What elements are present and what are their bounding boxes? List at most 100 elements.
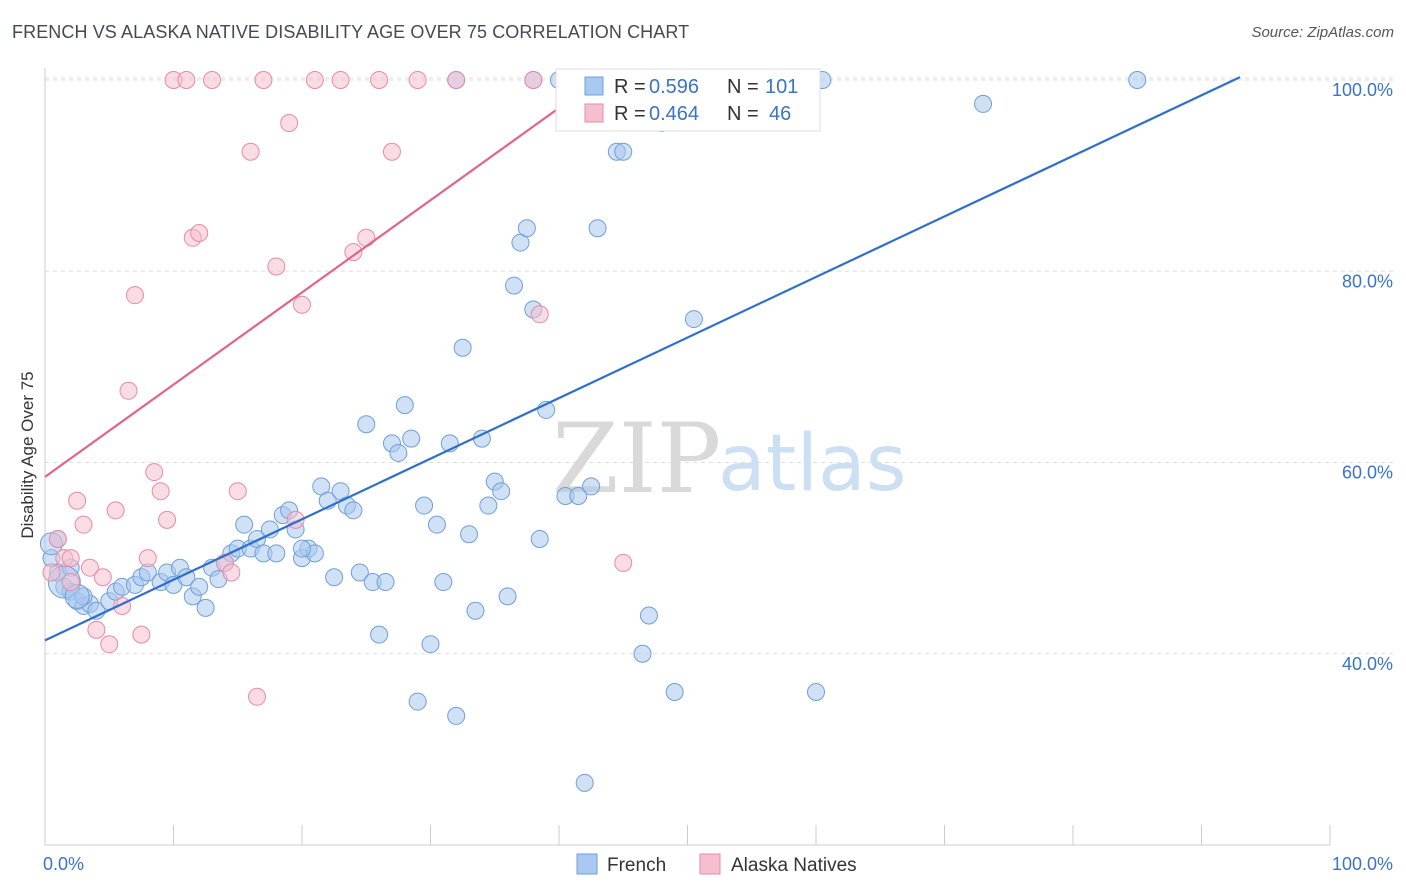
alaska-point-38 [370, 71, 389, 89]
french-point-51 [395, 396, 414, 415]
alaska-point-8 [93, 568, 112, 587]
alaska-point-42 [524, 71, 543, 89]
french-point-67 [498, 587, 517, 606]
french-point-91 [1128, 71, 1147, 89]
french-point-48 [376, 573, 395, 592]
french-point-81 [633, 644, 652, 663]
legend-french-n-label: N = [727, 76, 759, 98]
bottom-legend-french: French [607, 855, 666, 876]
alaska-point-9 [100, 635, 119, 654]
legend-alaska-n-value: 46 [769, 103, 791, 125]
alaska-point-36 [344, 243, 363, 262]
alaska-point-22 [190, 224, 209, 242]
alaska-point-4 [68, 491, 87, 510]
french-point-31 [267, 544, 286, 563]
bottom-legend-french-swatch [576, 853, 598, 875]
alaska-point-41 [447, 71, 466, 89]
x-tick-label-max: 100.0% [1332, 854, 1393, 874]
french-point-76 [575, 773, 594, 792]
legend-alaska-n-label: N = [727, 103, 759, 125]
axes [44, 68, 1331, 846]
alaska-point-23 [203, 71, 222, 89]
french-trend-line [44, 76, 1241, 642]
alaska-point-6 [80, 558, 99, 577]
alaska-point-7 [87, 620, 106, 639]
y-tick-label-80: 80.0% [1342, 271, 1393, 291]
alaska-trend-line [44, 88, 586, 478]
alaska-point-16 [145, 463, 164, 482]
french-point-55 [421, 635, 440, 654]
alaska-point-0 [42, 563, 61, 582]
y-tick-label-40: 40.0% [1342, 654, 1393, 674]
french-point-60 [453, 338, 472, 357]
alaska-point-34 [305, 71, 324, 89]
x-tick-label-min: 0.0% [43, 854, 84, 874]
french-point-43 [344, 501, 363, 520]
french-point-50 [389, 443, 408, 462]
y-tick-label-60: 60.0% [1342, 463, 1393, 483]
french-point-44 [350, 563, 369, 582]
alaska-point-35 [331, 71, 350, 89]
alaska-point-37 [357, 228, 376, 247]
alaska-point-13 [125, 286, 144, 305]
x-tick-labels: 0.0% 100.0% [43, 854, 1393, 874]
alaska-point-26 [228, 482, 247, 501]
french-point-26 [235, 515, 254, 534]
bottom-legend-alaska-swatch [699, 853, 721, 875]
alaska-point-43 [530, 305, 549, 324]
alaska-point-5 [74, 515, 93, 534]
watermark-atlas: atlas [718, 419, 907, 509]
legend-french-n-value: 101 [765, 76, 798, 98]
alaska-point-28 [248, 687, 267, 706]
french-point-75 [569, 486, 588, 505]
y-tick-label-100: 100.0% [1332, 80, 1393, 100]
french-point-47 [370, 625, 389, 644]
french-point-66 [492, 482, 511, 501]
french-point-68 [505, 276, 524, 295]
alaska-point-39 [382, 142, 401, 161]
french-point-70 [517, 219, 536, 238]
french-point-52 [402, 429, 421, 448]
legend-alaska-r-value: 0.464 [649, 103, 699, 125]
french-point-90 [974, 94, 993, 113]
french-point-78 [588, 219, 607, 238]
french-point-53 [408, 692, 427, 711]
y-axis-label: Disability Age Over 75 [18, 371, 37, 538]
french-point-72 [530, 530, 549, 548]
legend-alaska-r-label: R = [614, 103, 646, 125]
french-point-77 [582, 477, 601, 496]
alaska-point-15 [138, 549, 157, 568]
legend-french-r-label: R = [614, 76, 646, 98]
french-point-20 [196, 598, 215, 617]
alaska-point-12 [119, 381, 138, 400]
alaska-point-17 [151, 482, 170, 501]
watermark: ZIP atlas [552, 403, 907, 515]
french-point-100 [293, 539, 311, 558]
alaska-point-31 [280, 114, 299, 133]
alaska-point-25 [222, 563, 241, 582]
alaska-point-40 [408, 71, 427, 89]
alaska-point-45 [61, 549, 80, 568]
french-point-85 [665, 683, 684, 701]
alaska-point-3 [61, 573, 80, 592]
alaska-point-14 [132, 625, 151, 644]
french-point-45 [357, 415, 376, 434]
alaska-point-30 [267, 257, 286, 276]
trend-lines [44, 76, 1241, 642]
french-point-54 [415, 496, 434, 515]
legend-alaska-swatch [584, 103, 604, 123]
french-point-86 [684, 310, 703, 329]
french-point-62 [466, 601, 485, 620]
legend-box: R = 0.596 N = 101 R = 0.464 N = 46 [555, 68, 821, 132]
alaska-point-18 [158, 510, 177, 529]
gridlines [45, 77, 1395, 655]
bottom-legend: French Alaska Natives [576, 853, 857, 876]
french-point-80 [614, 142, 633, 161]
alaska-point-20 [177, 71, 196, 89]
french-point-61 [460, 525, 479, 544]
bottom-legend-alaska: Alaska Natives [731, 855, 857, 876]
legend-french-r-value: 0.596 [649, 76, 699, 98]
series-alaska-points [42, 71, 633, 706]
legend-french-swatch [584, 76, 604, 96]
french-point-56 [427, 515, 446, 534]
